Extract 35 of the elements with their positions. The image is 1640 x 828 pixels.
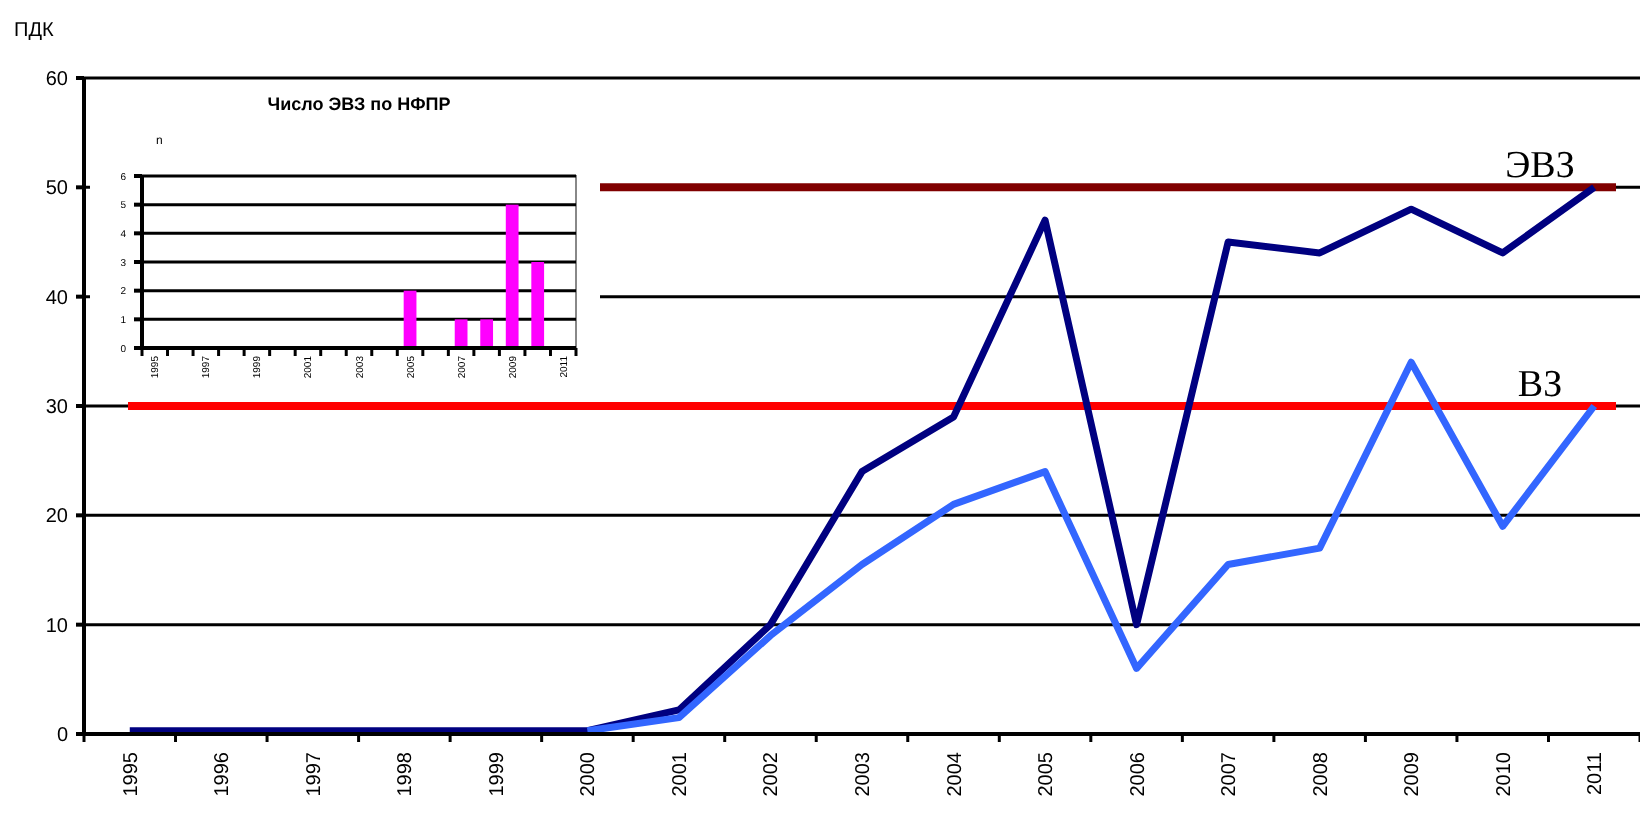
- line-series: [126, 183, 1598, 735]
- x-tick-label: 2003: [853, 751, 875, 797]
- bar: [531, 262, 545, 348]
- bar: [480, 319, 494, 348]
- y-tick-label: 10: [45, 615, 69, 638]
- x-tick-label: 2005: [1036, 751, 1059, 797]
- y-tick-label: 30: [45, 397, 69, 419]
- x-tick-label: 2004: [944, 751, 967, 797]
- x-tick-label: 1997: [303, 751, 326, 797]
- x-tick-label: 2011: [1585, 751, 1608, 796]
- ref-line-label: ВЗ: [1517, 364, 1563, 406]
- bar: [454, 319, 468, 348]
- bar: [403, 290, 417, 348]
- x-tick-label: 2007: [1219, 751, 1242, 797]
- x-tick-label: 2001: [669, 751, 692, 797]
- x-tick-label: 1999: [486, 751, 509, 797]
- chart-title: Число ЭВЗ по НФПР: [267, 94, 451, 114]
- y-axis-title: ПДК: [14, 20, 54, 42]
- y-tick-label: 60: [45, 69, 69, 91]
- x-tick-label: 2009: [1402, 751, 1425, 797]
- y-tick-label: 50: [45, 178, 69, 201]
- x-tick-label: 1996: [212, 751, 235, 797]
- x-tick-label: 2002: [761, 751, 784, 797]
- x-tick-label: 2010: [1493, 751, 1516, 797]
- y-tick-label: 20: [45, 506, 69, 529]
- x-tick-label: 1995: [120, 751, 143, 797]
- x-tick-label: 2008: [1310, 751, 1333, 797]
- x-tick-label: 2000: [578, 751, 601, 797]
- y-tick-label: 0: [56, 725, 69, 747]
- x-tick-label: 2006: [1127, 751, 1150, 797]
- line-series: [583, 358, 1598, 735]
- x-tick-label: 1998: [395, 751, 418, 797]
- ref-line-label: ЭВЗ: [1505, 145, 1575, 188]
- y-tick-label: 40: [45, 287, 69, 310]
- bar: [505, 204, 519, 348]
